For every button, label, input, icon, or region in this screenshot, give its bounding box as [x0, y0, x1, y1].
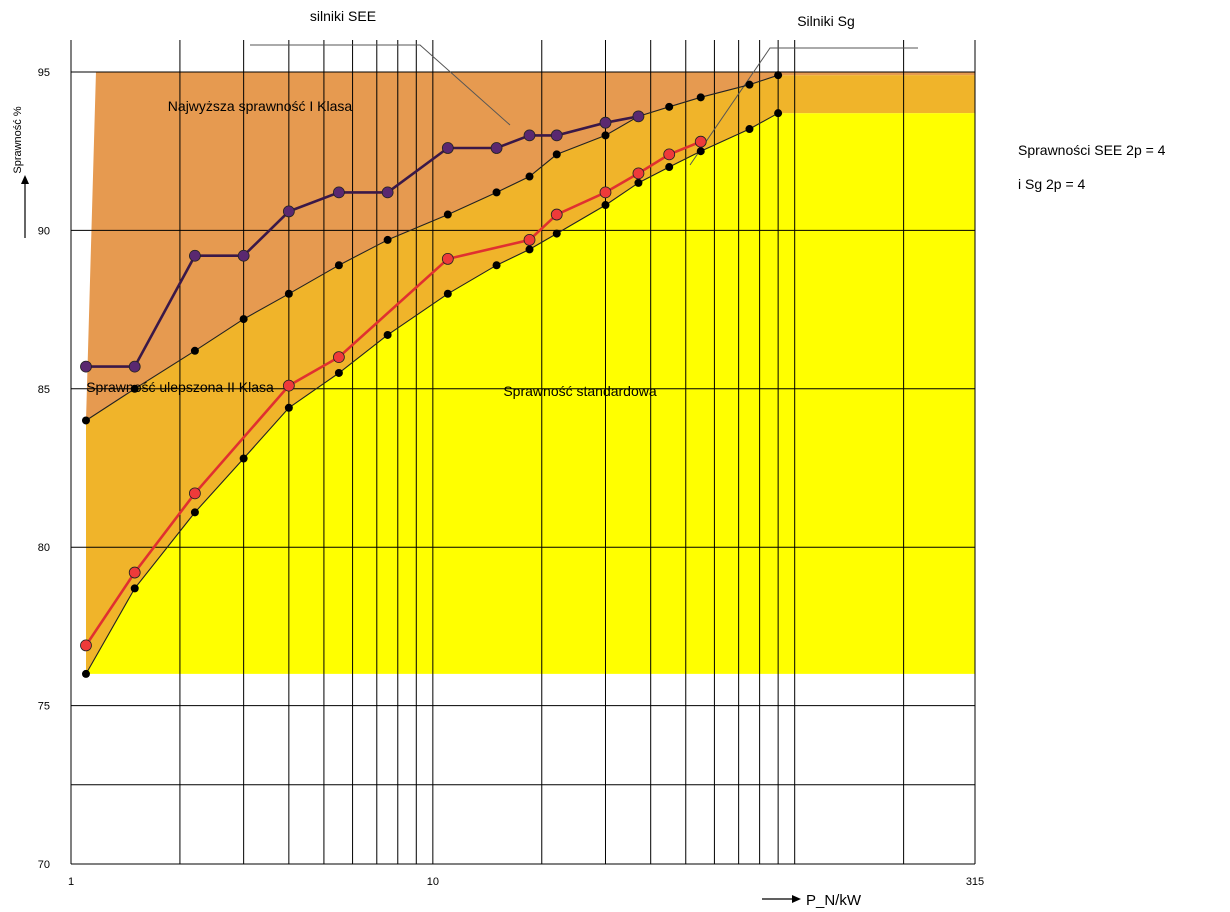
series-markers: [80, 71, 783, 678]
y-tick-label: 90: [38, 225, 50, 237]
series-Sg-point: [694, 135, 707, 148]
callout-lines: [250, 44, 918, 166]
region-label-standard: Sprawność standardowa: [503, 383, 657, 399]
y-axis-label: Sprawność %: [12, 106, 24, 173]
y-tick-label: 95: [38, 67, 50, 79]
series-Sg-point: [550, 208, 563, 221]
boundary-upper-point: [239, 315, 248, 324]
boundary-upper-point: [81, 416, 90, 425]
series-SEE-point: [523, 129, 536, 142]
boundary-upper-point: [334, 261, 343, 270]
series-Sg-point: [599, 186, 612, 199]
axis-ticks: 70 75 80 85 90 95 1 10 315: [38, 67, 984, 888]
boundary-upper-point: [665, 102, 674, 111]
boundary-upper-point: [130, 384, 139, 393]
callout-label-sg: Silniki Sg: [797, 13, 855, 29]
series-Sg-point: [282, 379, 295, 392]
region-standard: [85, 113, 975, 674]
boundary-lower-point: [634, 178, 643, 187]
series-Sg-point: [332, 351, 345, 364]
series-SEE-point: [441, 142, 454, 154]
chart-grid: [70, 40, 976, 865]
boundary-lower-point: [81, 669, 90, 678]
series-SEE-point: [189, 249, 201, 262]
boundary-upper-point: [284, 289, 293, 298]
region-label-class-i: Najwyższa sprawność I Klasa: [168, 98, 353, 114]
series-SEE-point: [632, 110, 645, 123]
series-Sg-point: [189, 487, 201, 500]
boundary-lower-point: [525, 245, 534, 254]
series-Sg-point: [663, 148, 676, 161]
y-axis-arrow: [21, 175, 29, 238]
series-SEE-point: [128, 360, 141, 373]
x-tick-label: 1: [68, 876, 74, 888]
y-tick-label: 75: [38, 701, 50, 713]
region-class-ii: [86, 75, 975, 674]
series-SEE-point: [381, 186, 394, 199]
x-tick-label: 315: [966, 876, 984, 888]
boundary-lower-point: [334, 368, 343, 377]
series-SEE-point: [599, 116, 612, 129]
region-label-class-ii: Sprawność ulepszona II Klasa: [86, 379, 274, 395]
note-see: Sprawności SEE 2p = 4: [1018, 142, 1166, 158]
boundary-upper-point: [745, 80, 754, 89]
series-Sg-point: [632, 167, 645, 180]
series-Sg-point: [80, 639, 92, 652]
callout-label-see: silniki SEE: [310, 8, 376, 24]
boundary-upper-point: [601, 131, 610, 140]
series-SEE-point: [237, 249, 250, 262]
efficiency-regions: [85, 72, 975, 674]
y-tick-label: 85: [38, 384, 50, 396]
boundary-lower-point: [443, 289, 452, 298]
y-tick-label: 80: [38, 542, 50, 554]
x-axis-label: P_N/kW: [806, 892, 862, 909]
note-sg: i Sg 2p = 4: [1018, 176, 1086, 192]
boundary-lower-point: [383, 330, 392, 339]
boundary-upper-point: [552, 150, 561, 159]
series-Sg-line: [84, 140, 702, 647]
boundary-lower-point: [552, 229, 561, 238]
series-SEE-point: [550, 129, 563, 142]
boundary-lower-point: [696, 147, 705, 156]
series-SEE-point: [80, 360, 92, 373]
series-SEE-point: [490, 142, 503, 154]
boundary-lower-point: [284, 403, 293, 412]
boundary-lower-point: [190, 508, 199, 517]
boundary-lower-point: [239, 454, 248, 463]
boundary-upper-point: [443, 210, 452, 219]
boundary-lower-point: [601, 201, 610, 210]
boundary-upper-point: [383, 235, 392, 244]
boundary-lower-point: [745, 125, 754, 134]
series-Sg-point: [523, 234, 536, 246]
boundary-upper-point: [190, 346, 199, 355]
region-class-i: [86, 72, 975, 421]
boundary-lower-point: [130, 584, 139, 593]
boundary-upper-point: [525, 172, 534, 181]
series-SEE-point: [282, 205, 295, 218]
boundary-upper-point: [774, 71, 783, 80]
callout-line-see: [250, 44, 511, 126]
boundary-lower-point: [665, 163, 674, 172]
boundary-upper-point: [696, 93, 705, 102]
y-tick-label: 70: [38, 859, 50, 871]
x-tick-label: 10: [427, 876, 439, 888]
series-Sg-point: [128, 566, 141, 579]
x-axis-arrow: [762, 895, 801, 903]
boundary-upper-point: [492, 188, 501, 197]
boundary-lower-point: [492, 261, 501, 270]
callout-line-sg: [689, 47, 918, 166]
series-SEE-point: [332, 186, 345, 199]
series-Sg-point: [441, 253, 454, 265]
boundary-lower-point: [774, 109, 783, 118]
